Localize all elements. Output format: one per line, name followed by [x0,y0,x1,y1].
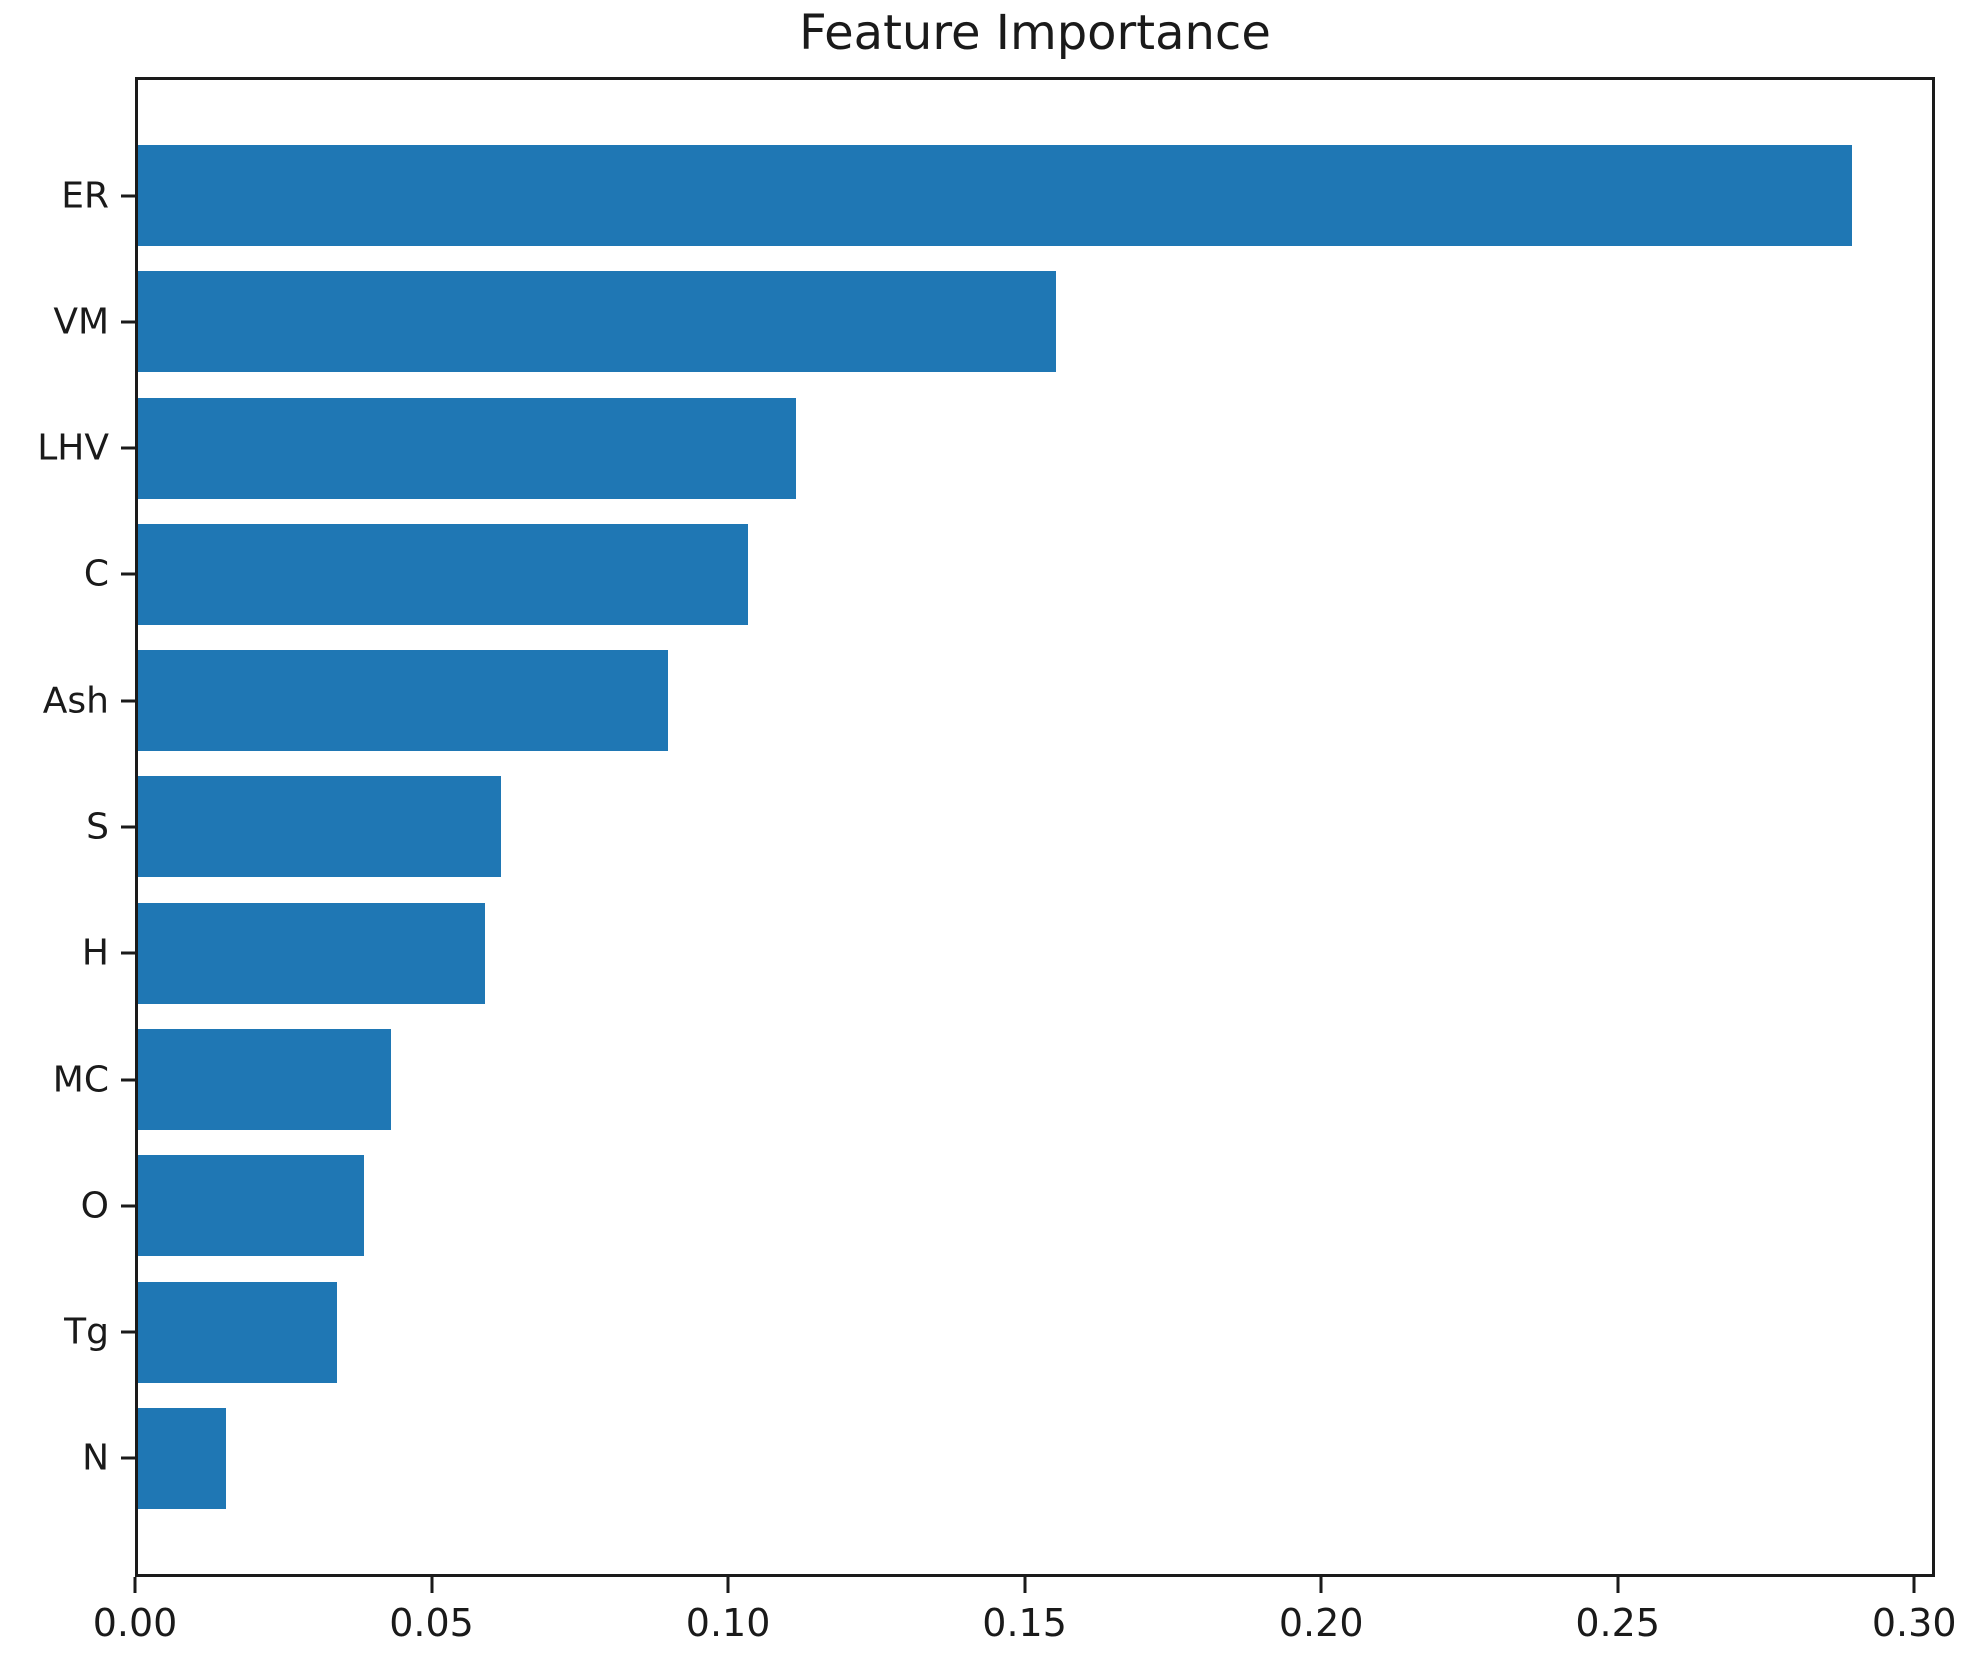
y-label-Ash: Ash [42,680,109,722]
y-label-N: N [82,1437,109,1479]
bar-C [138,523,748,625]
bar-Tg [138,1281,337,1383]
x-tick-0.15 [1023,1577,1027,1593]
y-label-LHV: LHV [37,427,109,469]
y-label-VM: VM [53,301,109,343]
bar-S [138,776,501,878]
bar-MC [138,1029,391,1131]
y-tick-Tg [121,1330,135,1334]
y-tick-N [121,1456,135,1460]
x-tick-0.30 [1912,1577,1916,1593]
bar-VM [138,271,1056,373]
y-label-O: O [80,1185,109,1227]
y-label-S: S [86,806,109,848]
x-tick-0.05 [430,1577,433,1593]
y-tick-C [121,572,135,576]
x-tick-0.20 [1319,1577,1323,1593]
y-label-C: C [83,553,109,595]
y-tick-O [121,1204,135,1208]
x-tick-label-0.05: 0.05 [389,1601,474,1645]
x-tick-label-0.30: 0.30 [1871,1601,1957,1645]
x-tick-0.10 [726,1577,730,1593]
y-tick-Ash [121,699,135,703]
x-tick-label-0.00: 0.00 [92,1601,178,1645]
y-label-H: H [81,932,109,974]
y-label-MC: MC [52,1059,109,1101]
bar-N [138,1407,226,1509]
y-tick-MC [121,1078,135,1082]
x-tick-label-0.15: 0.15 [982,1601,1067,1645]
bar-Ash [138,650,668,752]
bar-LHV [138,397,797,499]
x-tick-0.00 [133,1577,137,1593]
y-tick-ER [121,194,135,198]
y-tick-LHV [121,446,135,450]
bar-H [138,902,485,1004]
y-tick-S [121,825,135,829]
x-tick-0.25 [1616,1577,1620,1593]
y-label-Tg: Tg [64,1311,109,1353]
x-tick-label-0.25: 0.25 [1575,1601,1660,1645]
bar-O [138,1155,364,1257]
chart-title: Feature Importance [799,5,1271,61]
y-label-ER: ER [61,175,109,217]
y-tick-VM [121,320,135,324]
bar-ER [138,145,1852,247]
x-tick-label-0.20: 0.20 [1278,1601,1364,1645]
x-tick-label-0.10: 0.10 [685,1601,771,1645]
y-tick-H [121,951,135,955]
